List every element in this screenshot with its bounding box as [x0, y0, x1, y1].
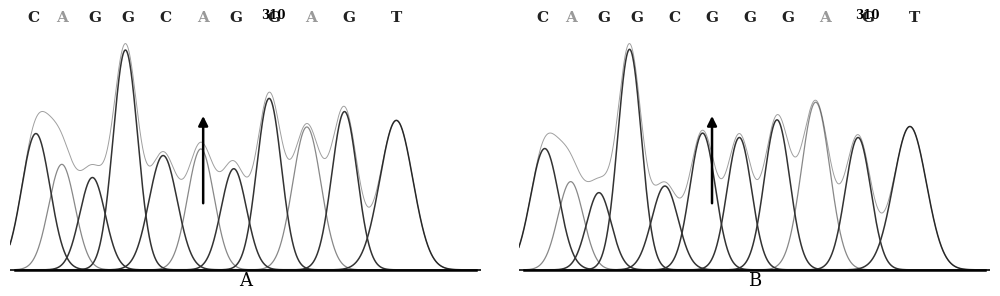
- Text: G: G: [781, 11, 794, 25]
- Text: G: G: [230, 11, 243, 25]
- Text: C: C: [668, 11, 680, 25]
- Text: A: A: [565, 11, 577, 25]
- Text: G: G: [88, 11, 101, 25]
- Text: A: A: [239, 272, 252, 290]
- Text: C: C: [536, 11, 548, 25]
- Text: A: A: [197, 11, 209, 25]
- Text: C: C: [27, 11, 40, 25]
- Text: 310: 310: [855, 9, 880, 22]
- Text: T: T: [391, 11, 402, 25]
- Text: A: A: [819, 11, 831, 25]
- Text: C: C: [159, 11, 172, 25]
- Text: G: G: [597, 11, 610, 25]
- Text: G: G: [706, 11, 719, 25]
- Text: G: G: [121, 11, 134, 25]
- Text: A: A: [306, 11, 317, 25]
- Text: G: G: [861, 11, 874, 25]
- Text: B: B: [748, 272, 761, 290]
- Text: G: G: [267, 11, 280, 25]
- Text: G: G: [743, 11, 756, 25]
- Text: G: G: [630, 11, 643, 25]
- Text: G: G: [343, 11, 356, 25]
- Text: A: A: [56, 11, 68, 25]
- Text: 310: 310: [262, 9, 286, 22]
- Text: T: T: [909, 11, 920, 25]
